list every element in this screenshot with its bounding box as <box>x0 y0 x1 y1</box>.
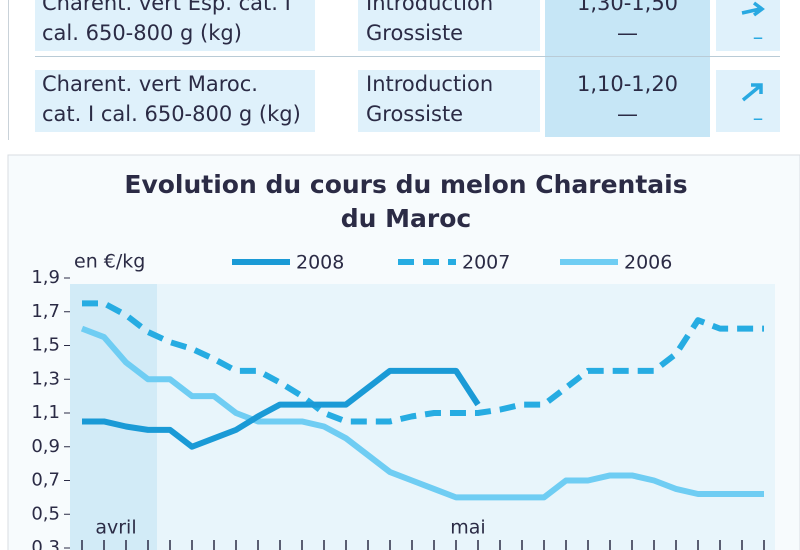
stage-cell-bg <box>358 0 540 51</box>
chart-title: Evolution du cours du melon Charentais <box>124 170 687 199</box>
y-tick-label: 0,7 <box>31 470 60 491</box>
series-line <box>82 300 764 425</box>
legend-label: 2006 <box>624 252 672 274</box>
price-text: — <box>617 21 638 45</box>
stage-text: Grossiste <box>366 102 464 126</box>
trend-text: – <box>752 106 764 130</box>
price-text: 1,10-1,20 <box>576 72 679 96</box>
product-cell-bg <box>35 0 315 51</box>
price-text: — <box>617 102 638 126</box>
trend-text: – <box>752 25 764 49</box>
trend-arrow <box>741 1 765 17</box>
april-band <box>70 284 157 550</box>
y-tick-label: 0,5 <box>31 503 60 524</box>
trend-cell-bg <box>716 0 780 51</box>
x-tick-label: avril <box>95 517 136 539</box>
y-axis-label: en €/kg <box>74 251 145 273</box>
product-text: cal. 650-800 g (kg) <box>42 21 242 45</box>
product-text: Charent. vert Maroc. <box>42 72 258 96</box>
stage-text: Introduction <box>366 72 494 96</box>
y-tick-label: 1,7 <box>31 301 60 322</box>
y-tick-label: 1,3 <box>31 368 60 389</box>
series-line <box>82 367 481 450</box>
y-tick-label: 0,9 <box>31 436 60 457</box>
series-line <box>80 325 764 501</box>
y-tick-label: 0,3 <box>31 537 60 550</box>
x-tick-label: mai <box>450 517 485 539</box>
product-cell-bg <box>35 70 315 132</box>
stage-cell-bg <box>358 70 540 132</box>
left-rule <box>8 0 9 140</box>
y-tick-label: 1,5 <box>31 335 60 356</box>
y-tick-label: 1,9 <box>31 267 60 288</box>
y-tick-label: 1,1 <box>31 402 60 423</box>
trend-arrow <box>741 83 763 102</box>
legend-label: 2007 <box>462 252 510 274</box>
plot-area <box>70 284 775 550</box>
legend-label: 2008 <box>296 252 344 274</box>
product-text: cat. I cal. 650-800 g (kg) <box>42 102 301 126</box>
price-text: 1,30-1,50 <box>576 0 679 15</box>
stage-text: Introduction <box>366 0 494 15</box>
product-text: Charent. vert Esp. cat. I <box>42 0 291 15</box>
trend-cell-bg <box>716 70 780 132</box>
stage-text: Grossiste <box>366 21 464 45</box>
row-rule <box>35 56 780 57</box>
chart-title: du Maroc <box>341 204 471 233</box>
